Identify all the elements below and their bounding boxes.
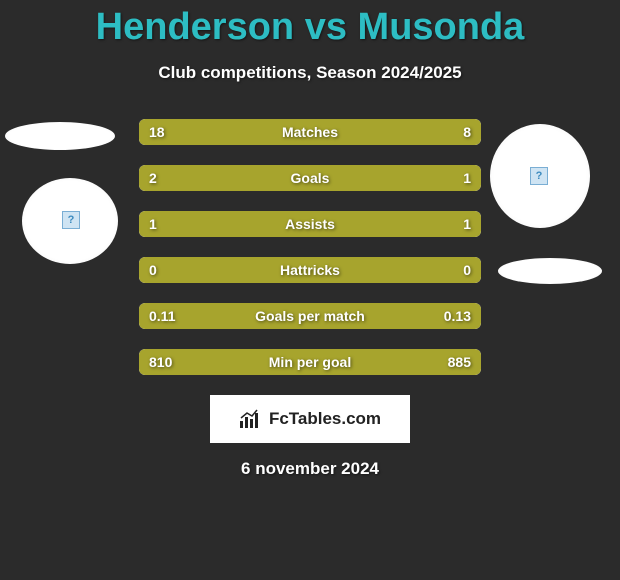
decorative-ellipse — [498, 258, 602, 284]
stat-row: 0.110.13Goals per match — [139, 303, 481, 329]
decorative-ellipse — [5, 122, 115, 150]
stat-label: Hattricks — [139, 257, 481, 283]
stat-row: 810885Min per goal — [139, 349, 481, 375]
date-label: 6 november 2024 — [0, 459, 620, 479]
stat-label: Assists — [139, 211, 481, 237]
stat-label: Goals — [139, 165, 481, 191]
stat-label: Goals per match — [139, 303, 481, 329]
branding-text: FcTables.com — [269, 409, 381, 429]
subtitle: Club competitions, Season 2024/2025 — [0, 63, 620, 83]
stat-label: Min per goal — [139, 349, 481, 375]
stat-row: 00Hattricks — [139, 257, 481, 283]
title-vs: vs — [305, 6, 347, 48]
avatar-placeholder-icon: ? — [62, 211, 80, 229]
stat-label: Matches — [139, 119, 481, 145]
stat-row: 11Assists — [139, 211, 481, 237]
stat-row: 188Matches — [139, 119, 481, 145]
player-right-name: Musonda — [358, 6, 525, 48]
stats-table: 188Matches 21Goals 11Assists 00Hattricks 0.1… — [139, 119, 481, 375]
page-title: Henderson vs Musonda — [0, 0, 620, 49]
avatar-placeholder-icon: ? — [530, 167, 548, 185]
chart-icon — [239, 409, 263, 429]
player-left-name: Henderson — [96, 6, 294, 48]
stat-row: 21Goals — [139, 165, 481, 191]
branding-banner: FcTables.com — [210, 395, 410, 443]
